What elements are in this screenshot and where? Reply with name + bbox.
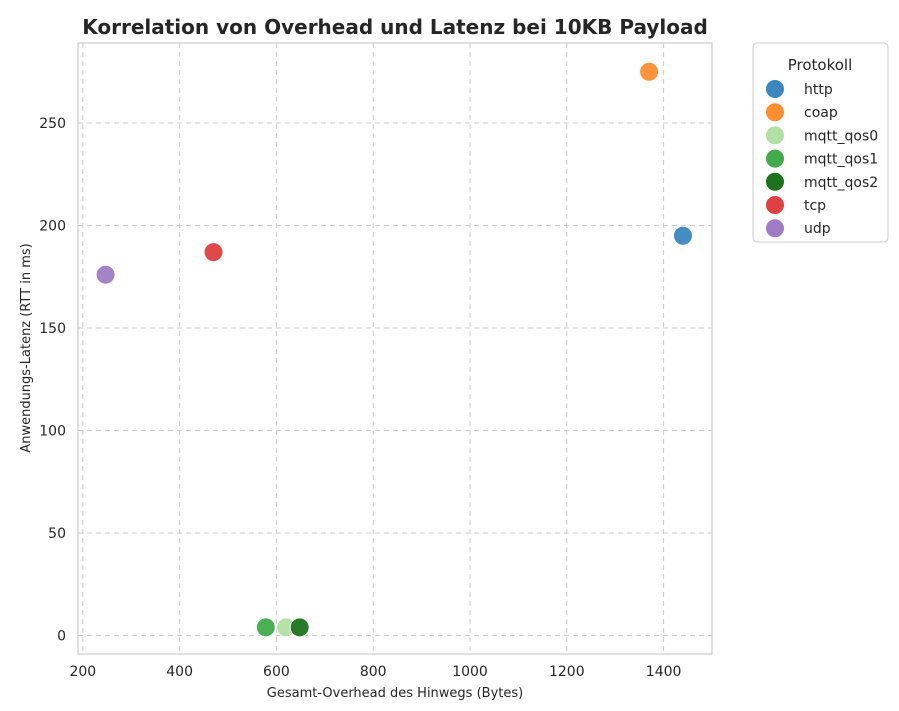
- legend-marker-udp: [765, 218, 785, 239]
- legend-label-tcp: tcp: [804, 198, 826, 214]
- y-tick-label: 100: [39, 424, 66, 440]
- legend-label-udp: udp: [804, 221, 831, 237]
- x-tick-label: 200: [69, 664, 96, 680]
- data-point-udp: [95, 264, 116, 285]
- legend-marker-http: [765, 79, 785, 99]
- y-tick-label: 50: [48, 526, 66, 542]
- data-point-tcp: [203, 242, 224, 263]
- data-point-mqtt_qos2: [289, 617, 310, 638]
- legend-marker-mqtt_qos2: [765, 171, 785, 192]
- y-axis-label: Anwendungs-Latenz (RTT in ms): [19, 243, 34, 452]
- x-tick-label: 800: [360, 664, 387, 680]
- legend-marker-mqtt_qos1: [765, 148, 785, 169]
- plot-area: [77, 42, 713, 655]
- x-tick-label: 1200: [549, 664, 585, 680]
- data-point-mqtt_qos1: [255, 617, 276, 638]
- legend-label-mqtt_qos0: mqtt_qos0: [804, 128, 878, 144]
- axis-ticks: 200 400 600 800 1000 1200 1400 0 50 100 150 200 250: [39, 116, 681, 680]
- legend-box: [752, 42, 889, 243]
- y-tick-label: 0: [57, 629, 66, 645]
- chart-title: Korrelation von Overhead und Latenz bei …: [82, 15, 708, 39]
- legend-label-http: http: [804, 82, 833, 98]
- x-axis-label: Gesamt-Overhead des Hinwegs (Bytes): [267, 686, 523, 701]
- legend-label-mqtt_qos1: mqtt_qos1: [804, 152, 878, 168]
- y-tick-label: 200: [39, 218, 66, 234]
- legend-title: Protokoll: [788, 56, 853, 74]
- legend-marker-tcp: [765, 195, 785, 215]
- data-point-http: [672, 225, 693, 246]
- x-tick-label: 600: [263, 664, 290, 680]
- data-point-coap: [639, 61, 660, 82]
- data-points: [95, 61, 693, 638]
- legend-label-mqtt_qos2: mqtt_qos2: [804, 175, 878, 191]
- x-tick-label: 1000: [452, 664, 488, 680]
- y-tick-label: 150: [39, 321, 66, 337]
- legend-label-coap: coap: [804, 105, 838, 121]
- legend-marker-coap: [765, 102, 785, 123]
- grid: [78, 43, 712, 654]
- legend-marker-mqtt_qos0: [765, 125, 785, 146]
- y-tick-label: 250: [39, 116, 66, 132]
- x-tick-label: 400: [166, 664, 193, 680]
- legend: Protokoll http coap mqtt_qos0 mqtt_qos1mqtt…: [752, 42, 889, 243]
- x-tick-label: 1400: [646, 664, 682, 680]
